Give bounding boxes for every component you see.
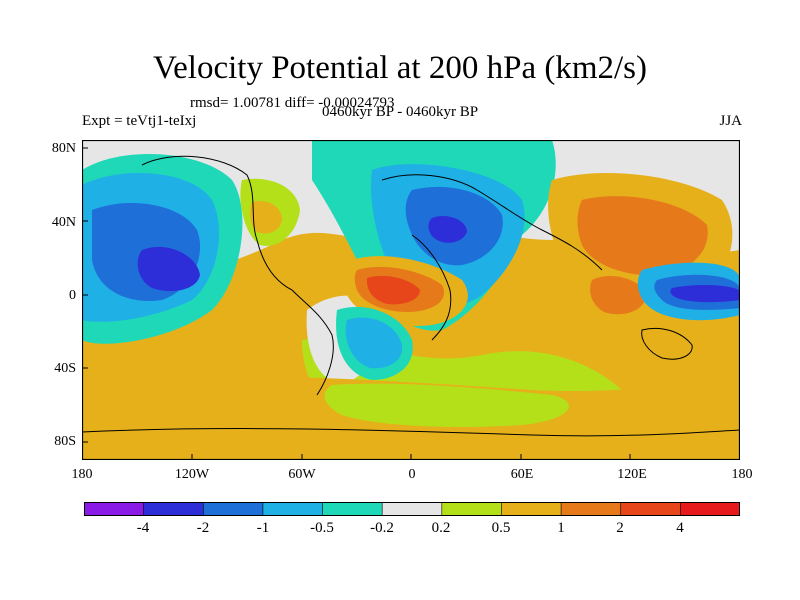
colorbar-cell-9 bbox=[620, 502, 682, 516]
period-label: 0460kyr BP - 0460kyr BP bbox=[322, 104, 479, 120]
colorbar-cell-1 bbox=[143, 502, 205, 516]
colorbar-label-pos4: 4 bbox=[676, 520, 684, 536]
colorbar-label-neg05: -0.5 bbox=[310, 520, 334, 536]
y-tick-40s: 40S bbox=[54, 361, 76, 376]
colorbar-label-pos1: 1 bbox=[557, 520, 565, 536]
colorbar-label-pos02: 0.2 bbox=[431, 520, 451, 536]
coast-north-america bbox=[141, 155, 293, 291]
x-tick-120e: 120E bbox=[617, 467, 647, 482]
y-tick-40n: 40N bbox=[51, 215, 76, 230]
colorbar-label-pos2: 2 bbox=[616, 520, 624, 536]
colorbar-cell-10 bbox=[680, 502, 740, 516]
colorbar-label-neg2: -2 bbox=[196, 520, 210, 536]
colorbar-cells bbox=[84, 502, 740, 516]
colorbar-cell-8 bbox=[560, 502, 622, 516]
x-tick-60w: 60W bbox=[288, 467, 316, 482]
colorbar-label-pos05: 0.5 bbox=[491, 520, 511, 536]
x-tick-120w: 120W bbox=[174, 467, 210, 482]
y-tick-80n: 80N bbox=[51, 141, 76, 156]
coast-eurasia bbox=[381, 174, 603, 271]
colorbar-label-neg02: -0.2 bbox=[370, 520, 394, 536]
coast-australia bbox=[641, 327, 693, 360]
x-tick-180e: 180 bbox=[731, 467, 753, 482]
coast-antarctica bbox=[82, 428, 740, 437]
field-neg2-eurasia bbox=[428, 215, 467, 243]
stats-line: rmsd= 1.00781 diff= -0.00024793 bbox=[190, 95, 395, 111]
field-neg05-satlantic bbox=[345, 317, 403, 369]
x-tick-180w: 180 bbox=[71, 467, 93, 482]
coast-south-america bbox=[291, 289, 334, 396]
field-pos1-indonesia bbox=[590, 275, 647, 315]
field-neg2-pacific bbox=[137, 246, 200, 292]
colorbar-label-neg1: -1 bbox=[256, 520, 270, 536]
colorbar-cell-7 bbox=[501, 502, 562, 516]
field-pos05-natlantic bbox=[249, 200, 282, 234]
colorbar-frame bbox=[84, 502, 740, 516]
x-tick-0: 0 bbox=[408, 467, 416, 482]
y-tick-80s: 80S bbox=[54, 434, 76, 449]
season-label: JJA bbox=[719, 113, 742, 129]
y-tick-0: 0 bbox=[69, 288, 76, 303]
colorbar-cell-6 bbox=[441, 502, 503, 516]
colorbar-label-neg4: -4 bbox=[136, 520, 150, 536]
field-pos2-africa bbox=[366, 275, 420, 305]
colorbar-cell-0 bbox=[84, 502, 145, 516]
colorbar-cell-3 bbox=[262, 502, 324, 516]
field-neg2-wpacific bbox=[670, 285, 740, 303]
axis-ticks bbox=[82, 147, 631, 460]
experiment-label: Expt = teVtj1-teIxj bbox=[82, 113, 197, 129]
field-pos1-asia bbox=[577, 196, 708, 276]
chart-title: Velocity Potential at 200 hPa (km2/s) bbox=[152, 50, 648, 86]
colorbar-cell-2 bbox=[202, 502, 264, 516]
coast-africa bbox=[411, 234, 452, 341]
x-tick-60e: 60E bbox=[510, 467, 534, 482]
coastlines bbox=[82, 155, 740, 437]
colorbar bbox=[84, 502, 740, 516]
colorbar-cell-5 bbox=[381, 502, 443, 516]
contour-fields bbox=[82, 140, 740, 460]
field-pos02-southern bbox=[324, 383, 569, 427]
colorbar-cell-4 bbox=[322, 502, 383, 516]
map-panel bbox=[82, 140, 740, 460]
